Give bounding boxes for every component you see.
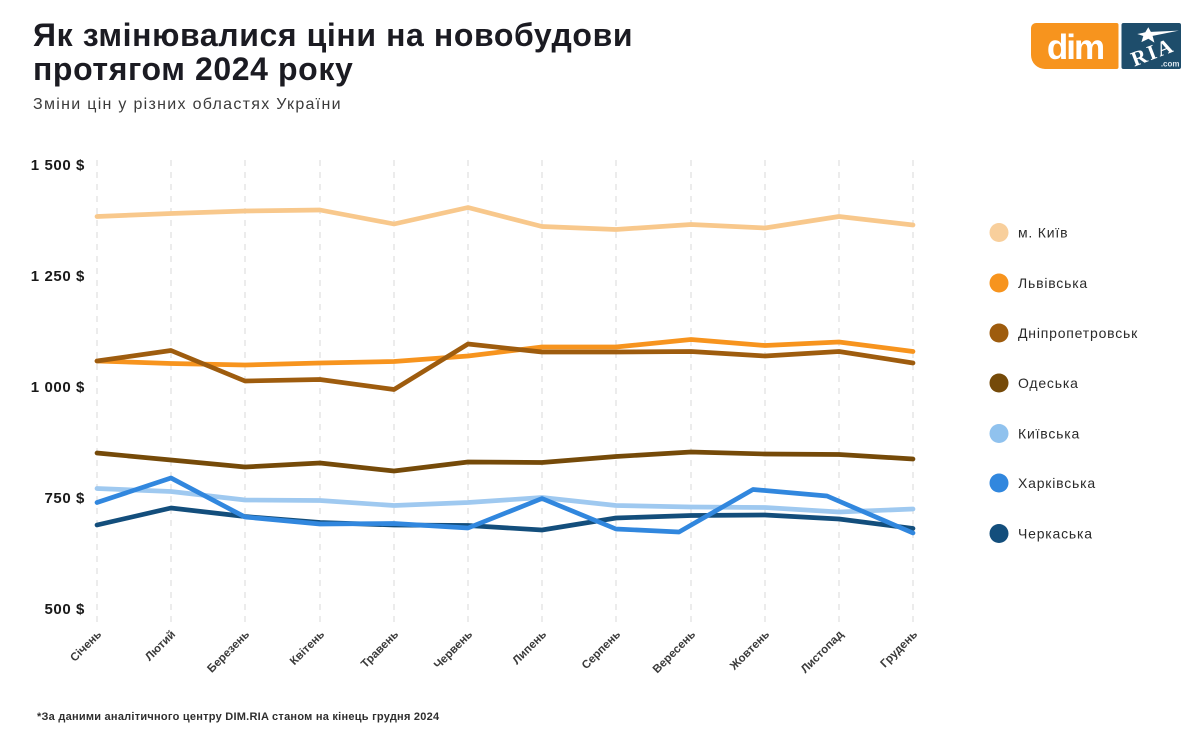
svg-text:Липень: Липень: [511, 629, 550, 668]
svg-text:Січень: Січень: [68, 629, 104, 665]
svg-text:1 000 $: 1 000 $: [31, 379, 85, 396]
svg-text:1 250 $: 1 250 $: [31, 268, 85, 285]
svg-text:Квітень: Квітень: [288, 629, 327, 668]
svg-text:Одеська: Одеська: [1018, 375, 1079, 391]
svg-text:Листопад: Листопад: [799, 628, 847, 676]
svg-text:.com: .com: [1161, 60, 1180, 69]
svg-text:Харківська: Харківська: [1018, 475, 1096, 491]
svg-text:500 $: 500 $: [44, 601, 85, 618]
svg-text:Червень: Червень: [432, 629, 475, 672]
svg-text:Жовтень: Жовтень: [727, 629, 772, 674]
svg-text:Львівська: Львівська: [1018, 275, 1088, 291]
svg-text:м. Київ: м. Київ: [1018, 225, 1068, 241]
svg-text:dim: dim: [1047, 28, 1103, 67]
svg-text:1 500 $: 1 500 $: [31, 157, 85, 174]
svg-text:Черкаська: Черкаська: [1018, 526, 1093, 542]
svg-text:750 $: 750 $: [44, 490, 85, 507]
svg-text:Березень: Березень: [205, 629, 252, 676]
svg-text:Серпень: Серпень: [580, 629, 623, 672]
svg-text:Дніпропетровськ: Дніпропетровськ: [1018, 325, 1138, 341]
svg-text:Травень: Травень: [359, 629, 401, 671]
svg-text:Вересень: Вересень: [651, 629, 698, 676]
svg-text:Київська: Київська: [1018, 426, 1080, 442]
svg-text:Грудень: Грудень: [879, 629, 921, 671]
svg-text:Лютий: Лютий: [143, 629, 178, 664]
